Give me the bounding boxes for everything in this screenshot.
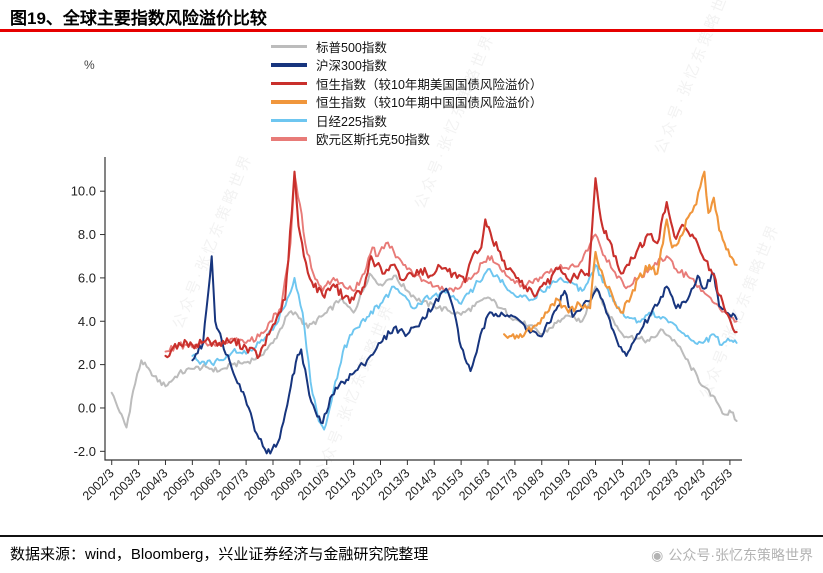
title-accent-rule	[0, 29, 823, 32]
legend-swatch	[271, 118, 307, 122]
brand-watermark-label: 公众号·张忆东策略世界	[668, 547, 813, 563]
brand-watermark: ◉ 公众号·张忆东策略世界	[651, 545, 813, 565]
y-tick-label: 10.0	[71, 184, 96, 199]
legend-item: 沪深300指数	[271, 56, 542, 75]
legend-item: 恒生指数（较10年期中国国债风险溢价）	[271, 93, 542, 112]
legend-label: 日经225指数	[316, 114, 387, 129]
wechat-logo-icon: ◉	[651, 546, 664, 563]
legend-label: 沪深300指数	[316, 59, 387, 74]
y-tick-label: 2.0	[78, 357, 96, 372]
y-tick-label: 4.0	[78, 314, 96, 329]
chart-title: 图19、全球主要指数风险溢价比较	[10, 9, 267, 28]
y-tick-label: 6.0	[78, 270, 96, 285]
legend-swatch	[271, 81, 307, 85]
series-line-2	[164, 170, 738, 360]
series-line-5	[164, 172, 738, 353]
footer-divider	[0, 535, 823, 537]
legend-label: 恒生指数（较10年期美国国债风险溢价）	[316, 77, 543, 92]
legend-swatch	[271, 137, 307, 141]
legend-swatch	[271, 63, 307, 67]
series-line-1	[191, 255, 738, 455]
legend-label: 欧元区斯托克50指数	[316, 133, 430, 148]
y-axis-unit-label: %	[84, 58, 95, 72]
legend-item: 欧元区斯托克50指数	[271, 130, 542, 149]
legend-item: 日经225指数	[271, 111, 542, 130]
chart-legend: 标普500指数 沪深300指数恒生指数（较10年期美国国债风险溢价） 恒生指数（较1…	[271, 37, 542, 148]
legend-label: 标普500指数	[316, 40, 387, 55]
y-tick-label: -2.0	[74, 444, 96, 459]
y-tick-label: 0.0	[78, 400, 96, 415]
legend-swatch	[271, 100, 307, 104]
legend-item: 标普500指数	[271, 37, 542, 56]
axes	[104, 157, 742, 461]
data-source-note: 数据来源：wind，Bloomberg，兴业证券经济与金融研究院整理	[10, 546, 429, 563]
legend-item: 恒生指数（较10年期美国国债风险溢价）	[271, 74, 542, 93]
legend-label: 恒生指数（较10年期中国国债风险溢价）	[316, 96, 543, 111]
y-tick-label: 8.0	[78, 227, 96, 242]
series-line-4	[191, 263, 738, 431]
series-line-0	[110, 272, 738, 429]
legend-swatch	[271, 44, 307, 48]
series-line-3	[503, 170, 738, 340]
